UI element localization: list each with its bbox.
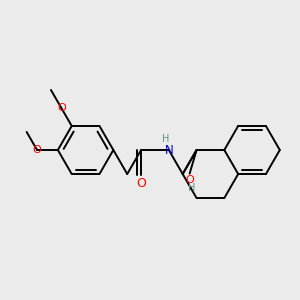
Text: O: O xyxy=(57,103,66,113)
Text: O: O xyxy=(136,177,146,190)
Text: O: O xyxy=(33,145,41,155)
Text: H: H xyxy=(188,183,195,194)
Text: N: N xyxy=(164,143,173,157)
Text: H: H xyxy=(162,134,169,144)
Text: O: O xyxy=(185,175,194,184)
